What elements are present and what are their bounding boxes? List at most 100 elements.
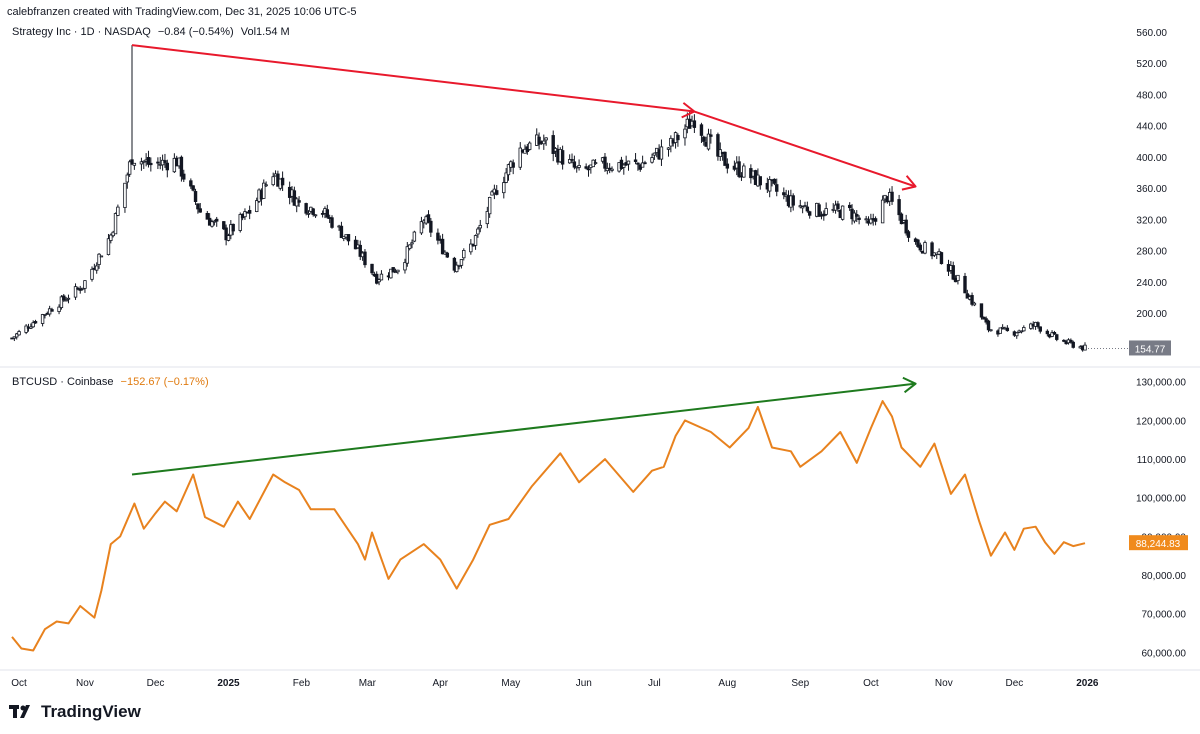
candle-down <box>358 244 362 257</box>
candle-up <box>485 211 490 225</box>
btc-price-line <box>11 400 1086 652</box>
candle-down <box>429 220 433 233</box>
top-y-tick-label: 200.00 <box>1136 309 1167 320</box>
x-tick-label: 2025 <box>217 678 240 689</box>
green-trend-arrow-head <box>902 376 917 394</box>
candle-up <box>306 212 311 215</box>
candle-down <box>970 295 974 305</box>
candle-down <box>982 316 986 320</box>
candle-down <box>873 218 878 222</box>
top-y-tick-label: 320.00 <box>1136 215 1167 226</box>
candle-down <box>775 184 779 192</box>
candle-down <box>146 157 151 165</box>
candle-down <box>182 173 186 180</box>
candle-down <box>196 203 200 210</box>
candle-up <box>864 218 868 221</box>
candle-up <box>626 160 631 165</box>
candle-down <box>247 209 252 214</box>
candle-down <box>189 180 193 187</box>
candle-down <box>897 199 901 216</box>
top-y-tick-label: 360.00 <box>1136 184 1167 195</box>
tradingview-logo[interactable]: TradingView <box>9 702 141 722</box>
candle-down <box>904 219 908 234</box>
top-y-tick-label: 520.00 <box>1136 59 1167 70</box>
candle-up <box>255 200 259 212</box>
candle-up <box>125 174 130 183</box>
candle-down <box>50 309 54 312</box>
candle-down <box>231 223 235 232</box>
candle-up <box>377 279 381 283</box>
candle-up <box>923 242 927 254</box>
candle-up <box>852 212 857 222</box>
candle-up <box>869 218 873 224</box>
candle-down <box>193 191 198 203</box>
candle-up <box>666 147 671 150</box>
x-tick-label: Nov <box>76 678 94 689</box>
candle-down <box>822 213 826 217</box>
bottom-y-tick-label: 100,000.00 <box>1136 494 1186 505</box>
candle-up <box>238 214 242 231</box>
candle-down <box>163 160 167 163</box>
tradingview-logo-icon <box>9 705 30 718</box>
candle-down <box>320 213 325 215</box>
bottom-symbol: BTCUSD · Coinbase <box>12 376 114 388</box>
candle-up <box>502 182 506 194</box>
candle-down <box>723 151 727 166</box>
candle-up <box>99 255 104 258</box>
candle-up <box>226 235 231 241</box>
candle-down <box>33 321 38 324</box>
candle-down <box>807 211 812 216</box>
candle-down <box>725 163 730 169</box>
candle-down <box>1062 339 1066 342</box>
bottom-y-tick-label: 80,000.00 <box>1142 571 1187 582</box>
candle-down <box>692 120 697 128</box>
candle-down <box>847 204 852 209</box>
candle-up <box>264 184 268 187</box>
bottom-y-tick-label: 110,000.00 <box>1137 455 1187 466</box>
candle-down <box>758 176 762 186</box>
top-y-tick-label: 240.00 <box>1136 278 1167 289</box>
candle-up <box>116 206 120 216</box>
top-y-tick-label: 400.00 <box>1136 153 1167 164</box>
candle-up <box>31 322 35 328</box>
candle-up <box>455 264 459 273</box>
candle-down <box>890 191 894 202</box>
candle-down <box>440 238 445 255</box>
bottom-last-price-tag <box>1129 535 1188 551</box>
candle-up <box>379 273 384 281</box>
candle-down <box>899 213 904 225</box>
candle-down <box>1052 332 1057 335</box>
candle-down <box>584 166 588 169</box>
candle-up <box>90 268 94 280</box>
candle-down <box>716 134 720 157</box>
candle-up <box>469 243 473 253</box>
candle-up <box>542 140 546 145</box>
top-volume: Vol1.54 M <box>240 26 290 38</box>
candle-up <box>1019 330 1024 333</box>
bottom-y-tick-label: 130,000.00 <box>1136 378 1186 389</box>
candle-up <box>659 146 664 160</box>
chart-credit: calebfranzen created with TradingView.co… <box>7 6 357 18</box>
candle-up <box>403 262 407 271</box>
candle-down <box>346 234 351 242</box>
candle-down <box>511 162 515 168</box>
x-tick-label: 2026 <box>1076 678 1099 689</box>
candle-up <box>95 265 99 271</box>
x-tick-label: Nov <box>935 678 953 689</box>
x-tick-label: Apr <box>432 678 448 689</box>
candle-down <box>537 136 541 145</box>
candle-down <box>156 161 160 164</box>
candle-down <box>149 162 153 166</box>
candle-up <box>840 205 845 220</box>
top-last-price-text: 154.77 <box>1135 344 1166 355</box>
candle-down <box>643 162 647 165</box>
candle-up <box>462 250 466 259</box>
candle-down <box>709 134 713 137</box>
candle-up <box>109 234 113 241</box>
candle-up <box>803 205 807 207</box>
bottom-y-tick-label: 70,000.00 <box>1142 610 1187 621</box>
candle-down <box>1055 334 1059 340</box>
top-pane-legend: Strategy Inc · 1D · NASDAQ −0.84 (−0.54%… <box>12 26 290 38</box>
candle-up <box>1083 344 1087 351</box>
